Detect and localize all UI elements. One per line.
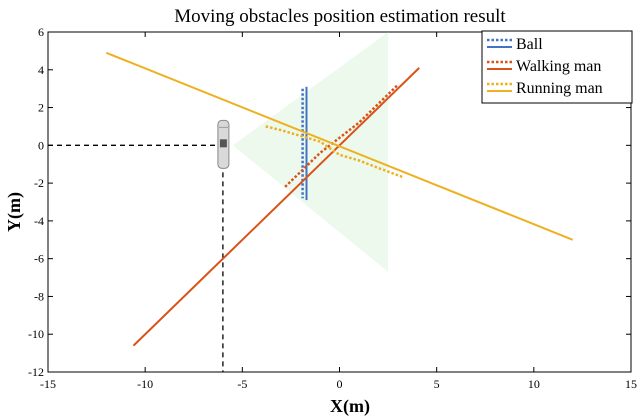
x-tick-label: 0	[337, 377, 343, 391]
axis-ticks: -15 -10 -5 0 5 10 15 -12 -10 -8 -6 -4 -2 0 2 4 6	[28, 25, 637, 391]
y-tick-label: -2	[34, 176, 44, 190]
x-tick-label: -5	[237, 377, 247, 391]
series-1-dotted-line	[284, 84, 399, 188]
legend-label: Running man	[516, 80, 603, 97]
y-tick-label: -8	[34, 289, 44, 303]
view-cone-area	[232, 32, 389, 272]
x-tick-label: 5	[434, 377, 440, 391]
chart-title: Moving obstacles position estimation res…	[174, 6, 506, 27]
y-tick-label: -12	[28, 365, 44, 379]
y-tick-label: 4	[38, 63, 44, 77]
legend-label: Walking man	[516, 58, 601, 75]
x-axis-label: X(m)	[330, 396, 370, 417]
x-tick-label: 10	[528, 377, 540, 391]
robot-marker	[48, 119, 230, 372]
y-tick-label: 0	[38, 138, 44, 152]
series-2-solid-line	[105, 51, 574, 241]
series-lines	[105, 51, 574, 347]
x-tick-label: 15	[625, 377, 637, 391]
x-tick-label: -15	[40, 377, 56, 391]
y-tick-label: 6	[38, 25, 44, 39]
series-2-dotted-line	[265, 125, 405, 179]
y-tick-label: -6	[34, 252, 44, 266]
y-axis-label: Y(m)	[4, 192, 25, 232]
y-tick-label: -4	[34, 214, 44, 228]
view-cone	[232, 32, 389, 272]
y-tick-label: 2	[38, 101, 44, 115]
legend: Ball Walking man Running man	[481, 30, 633, 104]
legend-label: Ball	[516, 36, 543, 53]
x-tick-label: -10	[137, 377, 153, 391]
series-1-solid-line	[132, 67, 420, 347]
robot-sensor-icon	[219, 139, 227, 148]
y-tick-label: -10	[28, 327, 44, 341]
